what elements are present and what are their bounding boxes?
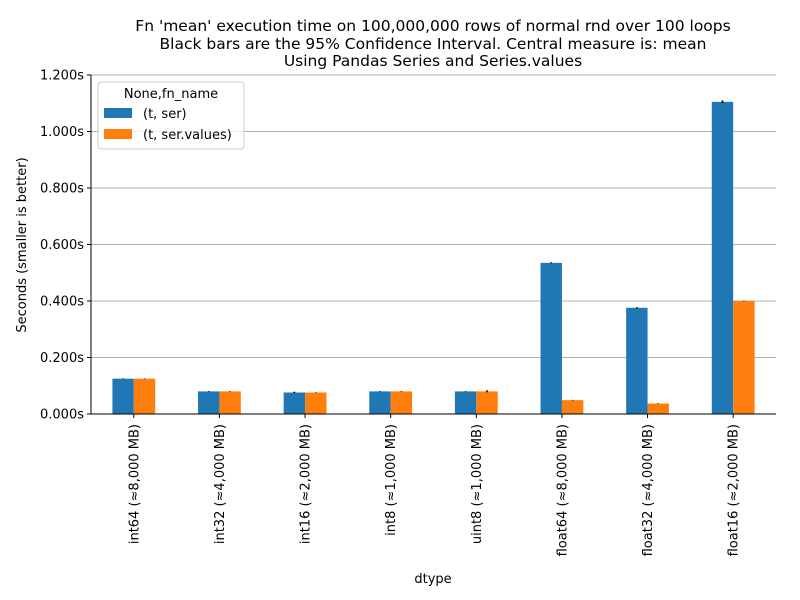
legend-swatch-ser-values xyxy=(104,129,132,139)
chart-title-line-2: Black bars are the 95% Confidence Interv… xyxy=(160,35,707,53)
bar-ser-values xyxy=(219,391,241,414)
legend-frame xyxy=(97,81,245,150)
x-axis-label: dtype xyxy=(414,572,451,587)
chart-title-line-3: Using Pandas Series and Series.values xyxy=(284,52,582,70)
x-tick-label: float16 (≈2,000 MB) xyxy=(727,424,742,556)
bar-ser-values xyxy=(476,391,498,414)
bar-ser xyxy=(369,391,391,414)
x-ticks: int64 (≈8,000 MB) int32 (≈4,000 MB) int16 … xyxy=(127,414,742,556)
bar-ser-values xyxy=(305,392,327,414)
y-tick-label: 0.400s xyxy=(40,295,84,310)
bar-ser xyxy=(198,391,220,414)
y-tick-label: 0.200s xyxy=(40,351,84,366)
bar-ser-values xyxy=(390,391,413,414)
legend-swatch-ser xyxy=(104,108,132,118)
x-tick-label: int8 (≈1,000 MB) xyxy=(384,424,399,536)
bar-ser xyxy=(540,262,562,414)
chart-title-line-1: Fn 'mean' execution time on 100,000,000 … xyxy=(135,17,730,35)
y-tick-label: 1.200s xyxy=(40,69,84,84)
x-tick-label: int16 (≈2,000 MB) xyxy=(299,424,314,544)
legend-label-ser: (t, ser) xyxy=(143,107,187,122)
bar-ser-values xyxy=(133,378,156,414)
bar-ser-values xyxy=(647,403,669,414)
bar-ser-values xyxy=(733,301,755,414)
y-tick-label: 0.000s xyxy=(40,408,84,423)
x-tick-label: float64 (≈8,000 MB) xyxy=(555,424,570,556)
x-tick-label: int64 (≈8,000 MB) xyxy=(127,424,142,544)
bar-ser xyxy=(112,378,134,414)
error-bars xyxy=(122,100,745,404)
bar-ser xyxy=(711,101,734,415)
x-tick-label: int32 (≈4,000 MB) xyxy=(213,424,228,544)
legend-title: None,fn_name xyxy=(124,87,218,102)
chart-title: Fn 'mean' execution time on 100,000,000 … xyxy=(135,17,730,70)
x-tick-label: uint8 (≈1,000 MB) xyxy=(470,424,485,544)
bar-ser-values xyxy=(561,400,584,414)
x-tick-label: float32 (≈4,000 MB) xyxy=(641,424,656,556)
y-tick-label: 0.800s xyxy=(40,182,84,197)
bar-ser xyxy=(626,307,648,414)
legend-label-ser-values: (t, ser.values) xyxy=(143,128,232,143)
bar-ser xyxy=(283,392,306,414)
y-tick-label: 0.600s xyxy=(40,238,84,253)
y-axis-label: Seconds (smaller is better) xyxy=(15,157,30,332)
legend: None,fn_name (t, ser) (t, ser.values) xyxy=(97,81,245,150)
y-tick-label: 1.000s xyxy=(40,125,84,140)
y-ticks: 0.000s 0.200s 0.400s 0.600s 0.800s 1.000s 1.20… xyxy=(40,69,91,423)
bars xyxy=(112,101,755,415)
bar-ser xyxy=(454,391,477,414)
